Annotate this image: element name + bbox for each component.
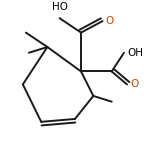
Text: OH: OH [127,48,143,58]
Text: O: O [130,79,138,89]
Text: O: O [106,16,114,26]
Text: HO: HO [52,2,68,12]
